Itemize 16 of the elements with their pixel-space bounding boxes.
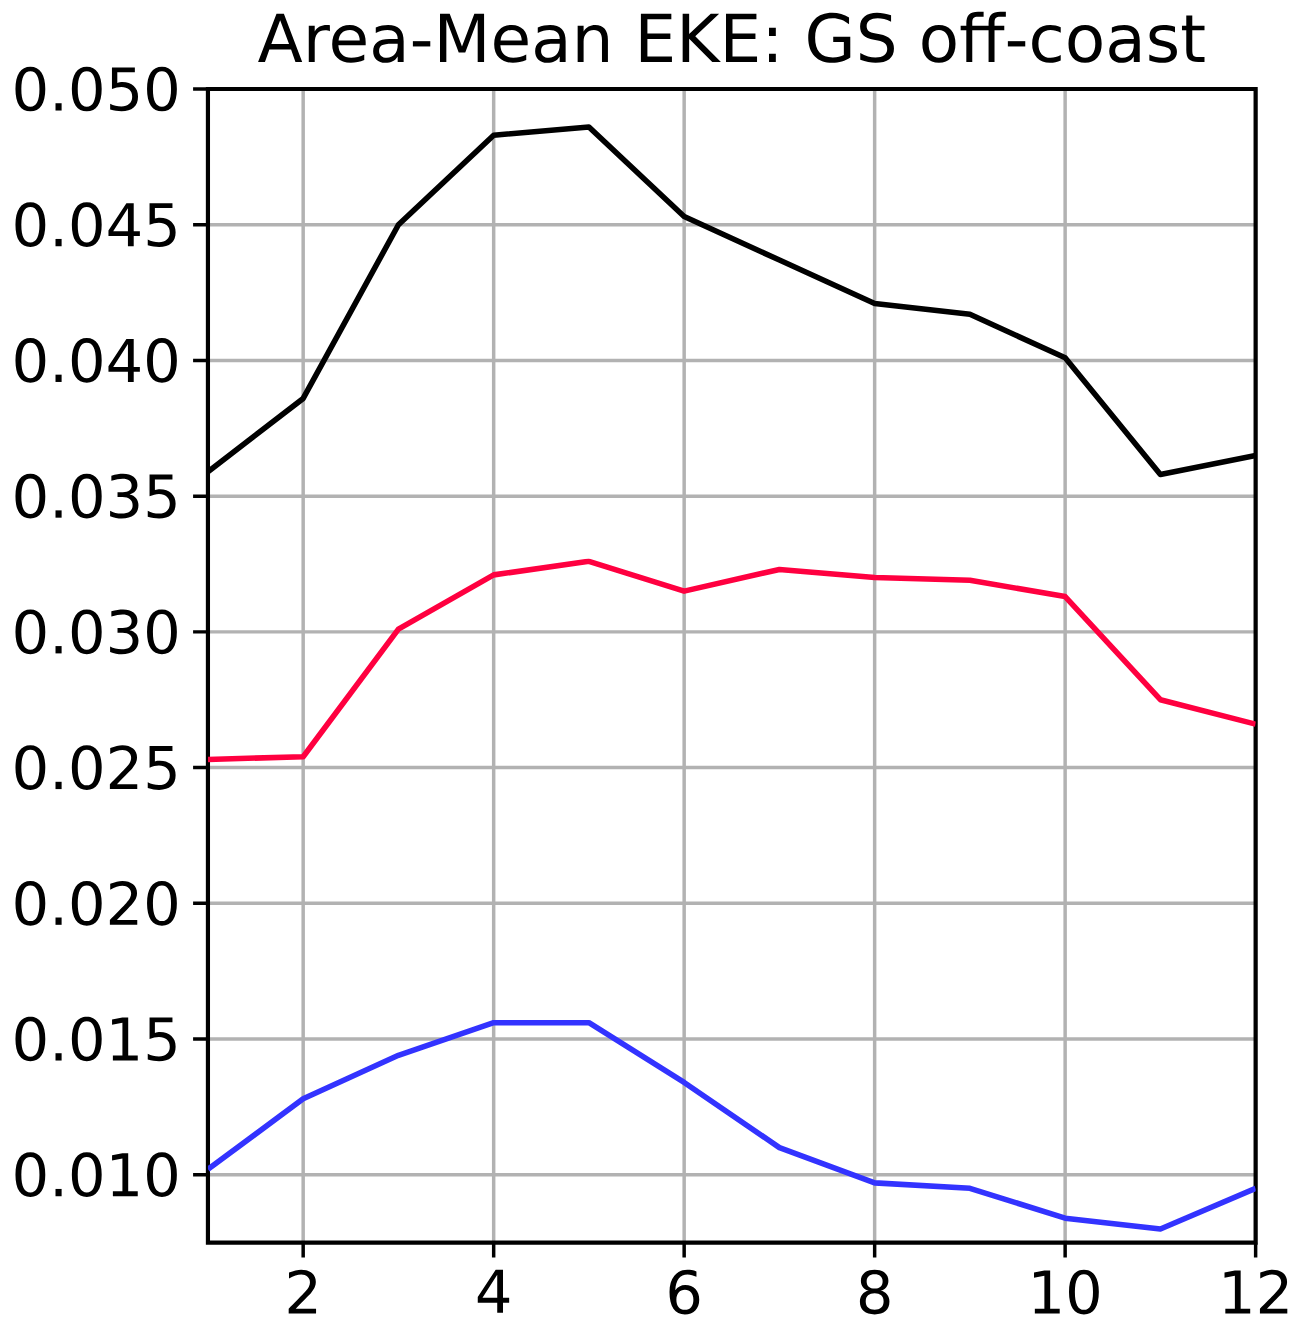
y-tick-label: 0.015	[15, 1016, 176, 1062]
x-tick-label: 10	[1034, 1269, 1099, 1315]
y-tick-label: 0.040	[15, 338, 177, 383]
x-tick-label: 4	[477, 1269, 510, 1313]
x-tick-label: 8	[859, 1269, 890, 1315]
y-tick-label: 0.030	[15, 609, 177, 655]
y-tick-label: 0.010	[15, 1152, 177, 1198]
y-tick-label: 0.035	[15, 473, 176, 519]
chart-title: Area-Mean EKE: GS off-coast	[258, 11, 1205, 63]
x-tick-label: 2	[288, 1269, 317, 1314]
y-tick-label: 0.045	[15, 202, 176, 248]
y-tick-label: 0.025	[15, 745, 176, 790]
x-tick-label: 12	[1224, 1269, 1288, 1314]
y-tick-label: 0.020	[15, 880, 177, 926]
y-tick-label: 0.050	[15, 66, 177, 112]
x-tick-label: 6	[669, 1269, 700, 1315]
